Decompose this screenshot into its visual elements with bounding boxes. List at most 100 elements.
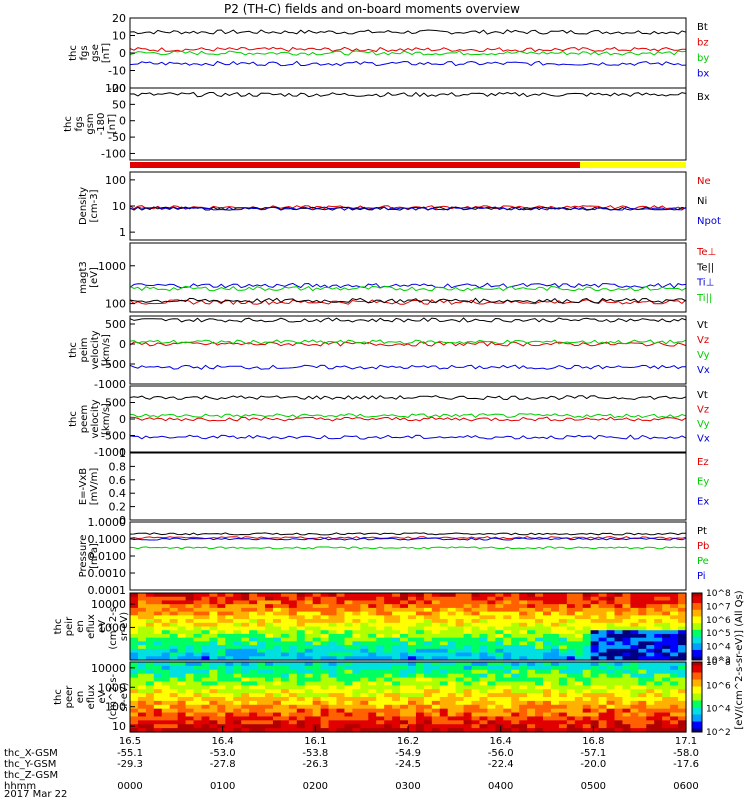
heatmap-cell: [384, 685, 393, 690]
heatmap-cell: [336, 669, 346, 675]
heatmap-cell: [137, 685, 147, 690]
heatmap-cell: [145, 607, 155, 613]
heatmap-cell: [352, 712, 361, 718]
heatmap-cell: [447, 712, 457, 718]
heatmap-cell: [352, 662, 361, 667]
heatmap-cell: [137, 641, 147, 646]
heatmap-cell: [241, 681, 250, 686]
colorbar-cell: [692, 609, 702, 614]
heatmap-cell: [519, 724, 528, 729]
heatmap-cell: [487, 689, 496, 694]
heatmap-cell: [336, 622, 346, 628]
heatmap-cell: [241, 645, 250, 650]
heatmap-cell: [336, 648, 346, 654]
heatmap-cell: [495, 600, 504, 605]
heatmap-cell: [328, 593, 338, 598]
heatmap-cell: [662, 633, 671, 639]
heatmap-cell: [423, 600, 433, 605]
heatmap-cell: [161, 626, 171, 631]
heatmap-cell: [177, 662, 187, 667]
heatmap-cell: [177, 652, 187, 657]
heatmap-cell: [360, 677, 369, 683]
heatmap-cell: [566, 697, 576, 702]
heatmap-cell: [479, 600, 489, 605]
heatmap-cell: [638, 662, 647, 667]
heatmap-cell: [622, 593, 631, 598]
heatmap-cell: [566, 593, 576, 598]
heatmap-cell: [598, 641, 608, 646]
heatmap-cell: [550, 720, 560, 725]
heatmap-cell: [487, 669, 496, 675]
heatmap-cell: [185, 689, 195, 694]
heatmap-cell: [257, 645, 266, 650]
heatmap-cell: [217, 626, 226, 631]
heatmap-cell: [415, 697, 425, 702]
heatmap-cell: [368, 720, 377, 725]
heatmap-cell: [257, 673, 266, 679]
heatmap-cell: [678, 673, 687, 679]
heatmap-cell: [431, 648, 441, 654]
heatmap-cell: [304, 689, 314, 694]
heatmap-cell: [233, 600, 242, 605]
heatmap-cell: [217, 652, 226, 657]
heatmap-cell: [511, 641, 520, 646]
heatmap-cell: [423, 593, 433, 598]
heatmap-cell: [662, 689, 671, 694]
heatmap-cell: [431, 669, 441, 675]
heatmap-cell: [415, 728, 425, 733]
heatmap-cell: [265, 669, 274, 675]
heatmap-cell: [376, 708, 385, 714]
heatmap-cell: [296, 662, 306, 667]
heatmap-cell: [527, 662, 536, 667]
heatmap-cell: [558, 604, 568, 609]
heatmap-cell: [503, 607, 512, 613]
heatmap-cell: [630, 665, 639, 671]
heatmap-cell: [320, 622, 330, 628]
heatmap-cell: [257, 677, 266, 683]
heatmap-cell: [265, 652, 274, 657]
heatmap-cell: [296, 619, 306, 624]
heatmap-cell: [646, 693, 655, 698]
heatmap-cell: [177, 720, 187, 725]
colorbar-cell: [692, 616, 702, 621]
heatmap-cell: [265, 619, 274, 624]
heatmap-cell: [360, 700, 369, 706]
heatmap-cell: [471, 720, 481, 725]
heatmap-cell: [630, 693, 639, 698]
heatmap-cell: [487, 615, 496, 620]
heatmap-cell: [249, 593, 258, 598]
heatmap-cell: [527, 626, 536, 631]
heatmap-cell: [606, 619, 616, 624]
y-tick-label: -20: [108, 82, 126, 95]
heatmap-cell: [360, 697, 369, 702]
heatmap-cell: [161, 728, 171, 733]
heatmap-cell: [233, 615, 242, 620]
heatmap-cell: [630, 720, 639, 725]
series-line-blue: [129, 537, 687, 541]
heatmap-cell: [225, 630, 234, 635]
heatmap-cell: [431, 700, 441, 706]
heatmap-cell: [280, 593, 290, 598]
colorbar-cell: [692, 669, 702, 673]
heatmap-cell: [527, 665, 536, 671]
heatmap-cell: [455, 693, 465, 698]
heatmap-cell: [439, 633, 449, 639]
heatmap-cell: [328, 681, 338, 686]
heatmap-cell: [678, 630, 687, 635]
heatmap-cell: [574, 712, 584, 718]
heatmap-cell: [527, 681, 536, 686]
heatmap-cell: [574, 600, 584, 605]
heatmap-cell: [376, 593, 385, 598]
heatmap-cell: [662, 669, 671, 675]
heatmap-cell: [447, 724, 457, 729]
heatmap-cell: [455, 665, 465, 671]
heatmap-cell: [257, 665, 266, 671]
heatmap-cell: [590, 593, 600, 598]
heatmap-cell: [296, 645, 306, 650]
heatmap-cell: [646, 724, 655, 729]
heatmap-cell: [225, 600, 234, 605]
heatmap-cell: [662, 728, 671, 733]
heatmap-cell: [622, 600, 631, 605]
colorbar-cell: [692, 626, 702, 631]
heatmap-cell: [463, 693, 473, 698]
